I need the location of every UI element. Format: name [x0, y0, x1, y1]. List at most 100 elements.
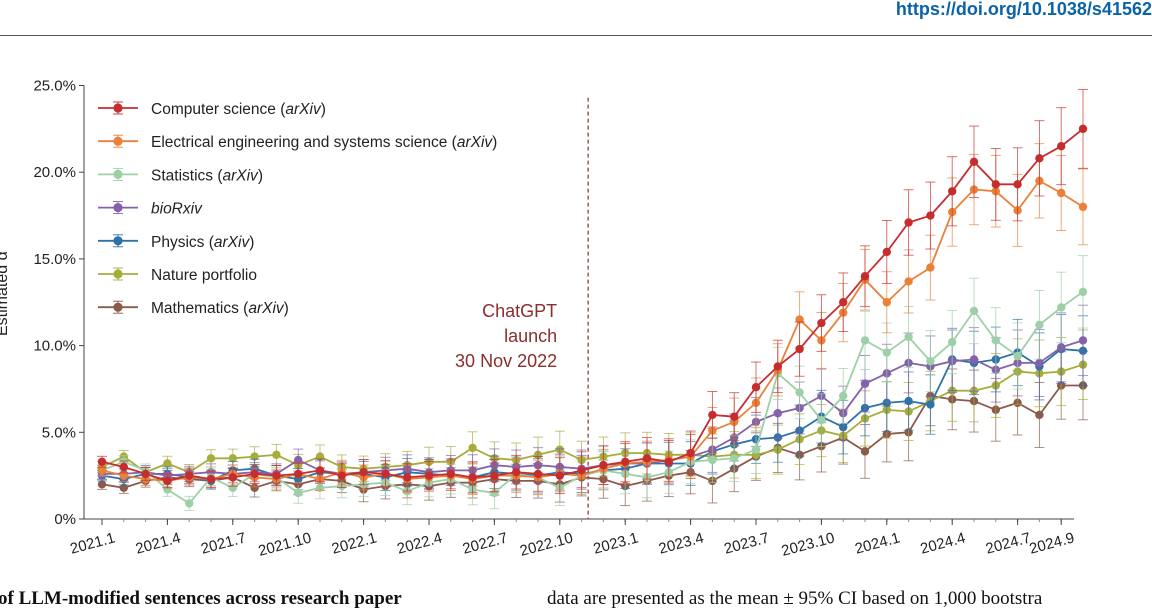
legend-series-source: (	[204, 234, 214, 251]
legend-marker	[113, 169, 123, 179]
data-point	[294, 488, 303, 498]
data-point	[969, 157, 979, 166]
y-tick-label: 20.0%	[33, 164, 76, 181]
x-tick-label: 2024.1	[853, 529, 902, 557]
data-point	[926, 357, 935, 366]
x-tick-label: 2022.10	[518, 529, 575, 559]
legend-series-source-close: )	[284, 300, 289, 317]
data-point	[969, 306, 979, 316]
legend-marker	[113, 103, 123, 113]
data-point	[708, 410, 717, 420]
data-point	[403, 473, 412, 482]
x-tick-label: 2022.7	[461, 529, 510, 557]
x-tick-label: 2021.4	[134, 529, 183, 557]
doi-link[interactable]: https://doi.org/10.1038/s41562	[895, 0, 1152, 19]
legend-marker	[113, 236, 123, 246]
data-point	[533, 469, 543, 479]
data-point	[228, 473, 237, 482]
data-point	[446, 469, 455, 479]
legend-marker	[113, 136, 123, 146]
x-tick-label: 2021.7	[199, 529, 248, 557]
legend-item: bioRxiv	[98, 201, 203, 218]
data-point	[206, 474, 216, 484]
legend-series-source-italic: arXiv	[222, 167, 259, 184]
data-point	[468, 473, 477, 482]
data-point	[97, 457, 107, 466]
legend-label: Nature portfolio	[151, 267, 257, 284]
figure-caption-left: of LLM-modified sentences across researc…	[0, 588, 402, 609]
legend-series-name: Statistics	[151, 167, 213, 184]
data-point	[795, 344, 804, 354]
line-chart: 0% 5.0% 10.0% 15.0% 20.0% 25.0% Estimated α 202…	[0, 78, 1088, 560]
data-point	[294, 455, 303, 465]
legend-series-source-italic: arXiv	[285, 101, 322, 118]
data-point	[163, 459, 172, 468]
x-tick-label: 2023.4	[657, 529, 706, 557]
y-tick-label: 5.0%	[42, 424, 76, 441]
legend-series-source-italic: arXiv	[248, 300, 285, 317]
data-point	[1013, 351, 1022, 361]
legend-series-source-italic: arXiv	[214, 234, 251, 251]
legend-label: Physics (arXiv)	[151, 234, 254, 251]
data-point	[795, 388, 804, 397]
data-point	[1035, 320, 1044, 329]
legend-label: Computer science (arXiv)	[151, 101, 326, 118]
legend-series-source: (	[276, 101, 286, 118]
x-tick-label: 2023.7	[722, 529, 771, 557]
legend-item: Computer science (arXiv)	[98, 101, 326, 118]
data-point	[751, 445, 761, 454]
data-point	[882, 298, 891, 307]
chatgpt-launch-annotation: ChatGPT launch 30 Nov 2022	[455, 97, 589, 519]
data-point	[250, 469, 259, 479]
data-point	[991, 336, 1000, 345]
series-mathematics	[97, 350, 1088, 507]
data-point	[119, 462, 128, 472]
data-point	[664, 457, 673, 466]
data-point	[882, 348, 891, 357]
legend-marker	[113, 302, 123, 312]
data-point	[490, 488, 499, 498]
data-point	[1057, 188, 1066, 198]
data-point	[1057, 141, 1066, 151]
annotation-label: launch	[504, 326, 557, 346]
series-electrical-engineering-and-systems-science	[97, 143, 1088, 496]
x-tick-label: 2021.1	[68, 529, 117, 557]
annotation-label: ChatGPT	[482, 301, 557, 321]
data-point	[882, 247, 891, 257]
y-tick-label: 15.0%	[33, 251, 76, 268]
data-point	[751, 383, 761, 392]
data-point	[708, 455, 717, 465]
data-point	[337, 471, 346, 480]
legend-label: bioRxiv	[151, 201, 203, 218]
legend-item: Mathematics (arXiv)	[98, 300, 289, 317]
data-point	[119, 483, 128, 492]
series-computer-science	[97, 88, 1088, 495]
legend-series-source: (	[447, 134, 457, 151]
data-point	[424, 471, 434, 480]
legend-series-source-close: )	[321, 101, 326, 118]
x-tick-label: 2024.9	[1028, 529, 1077, 557]
legend: Computer science (arXiv)Electrical engin…	[98, 101, 497, 317]
legend-series-name: Physics	[151, 234, 205, 251]
data-point	[904, 218, 913, 227]
data-point	[904, 396, 913, 406]
data-point	[1078, 336, 1088, 345]
legend-series-source: (	[239, 300, 249, 317]
x-tick-label: 2021.10	[256, 529, 313, 559]
series-line	[101, 384, 1083, 491]
data-point	[730, 412, 739, 421]
x-tick-label: 2023.1	[592, 529, 641, 557]
legend-marker	[113, 203, 123, 213]
data-point	[860, 336, 870, 345]
legend-item: Nature portfolio	[98, 267, 257, 284]
figure-caption-right: data are presented as the mean ± 95% CI …	[547, 588, 1043, 609]
data-point	[817, 318, 826, 328]
legend-series-name: bioRxiv	[151, 201, 203, 218]
data-point	[969, 355, 979, 364]
x-tick-label: 2024.4	[919, 529, 968, 557]
data-point	[686, 448, 695, 458]
data-point	[272, 471, 281, 480]
data-point	[926, 400, 935, 409]
data-point	[1078, 202, 1088, 212]
data-point	[577, 466, 586, 475]
